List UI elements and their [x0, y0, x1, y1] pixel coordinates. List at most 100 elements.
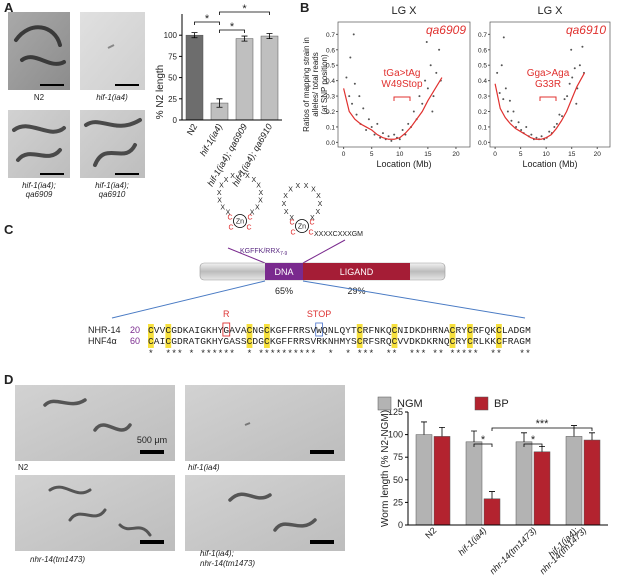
locus-bracket	[393, 96, 411, 101]
point	[508, 99, 511, 102]
point	[548, 130, 551, 133]
significance-bracket	[194, 21, 220, 25]
bar	[235, 38, 254, 121]
residue: X	[238, 172, 243, 179]
residue: X	[316, 193, 321, 200]
connector	[302, 239, 346, 264]
point	[352, 33, 355, 36]
locus-bracket	[539, 96, 557, 101]
residue: X	[289, 215, 294, 222]
motif: KGFFK/RRX7-9	[240, 248, 288, 257]
x-tick-label: hif-1(ia4)	[456, 525, 488, 557]
trend-line	[494, 72, 585, 140]
annotation: qa6910	[566, 23, 606, 37]
point	[348, 95, 351, 98]
point	[520, 129, 523, 132]
sequence-start: 20	[130, 325, 140, 335]
label: N2	[18, 463, 29, 472]
point	[421, 102, 424, 105]
point	[568, 82, 571, 85]
x-tick-label: nhr-14(tm1473)	[538, 525, 589, 576]
point	[510, 119, 513, 122]
bar	[515, 441, 533, 526]
micrograph	[15, 385, 175, 461]
point	[387, 135, 390, 138]
y-tick-label: 0.4	[478, 78, 487, 85]
panel-label: C	[4, 222, 14, 237]
residue: X	[258, 197, 263, 204]
plot-frame	[337, 21, 471, 148]
conserved-cysteine	[467, 324, 473, 348]
y-tick-label: 0.5	[326, 63, 335, 70]
mutation-label: G33R	[535, 79, 561, 90]
residue: X	[252, 177, 257, 184]
x-axis-label: Location (Mb)	[376, 159, 431, 169]
bar	[583, 439, 601, 526]
point	[353, 82, 356, 85]
x-tick-label: 20	[594, 151, 602, 158]
error-bar	[471, 430, 477, 442]
sequence-start: 60	[130, 336, 140, 346]
residue: X	[224, 177, 229, 184]
worm	[48, 485, 152, 537]
connector	[111, 280, 266, 319]
micrograph	[8, 12, 70, 90]
error-bar	[489, 491, 495, 499]
residue: X	[311, 187, 316, 194]
micrograph	[8, 110, 70, 178]
worm	[84, 118, 142, 167]
worm	[244, 422, 251, 426]
point	[418, 95, 421, 98]
chart-title: LG X	[537, 5, 563, 17]
x-tick-label: 10	[396, 151, 404, 158]
residue: X	[283, 193, 288, 200]
micrographs-d	[15, 385, 345, 551]
y-axis-label: (at SNP position)	[320, 54, 329, 115]
significance-label: *	[230, 21, 235, 33]
scale-bar	[310, 540, 334, 544]
bar	[433, 436, 451, 526]
mutation-label: Gga>Aga	[527, 68, 570, 79]
zinc-label: Zn	[298, 224, 306, 231]
residue: X	[296, 183, 301, 190]
error-bar	[571, 425, 577, 437]
chart-title: LG X	[391, 5, 417, 17]
label: nhr-14(tm1473)	[200, 559, 255, 568]
legend-label: NGM	[397, 398, 423, 410]
y-tick-label: 0.1	[326, 124, 335, 131]
cysteine: C	[308, 230, 313, 237]
y-tick-label: 0.2	[326, 109, 335, 116]
point	[496, 71, 499, 74]
residue: X	[310, 215, 315, 222]
point	[502, 98, 505, 101]
x-tick-label: 15	[568, 151, 576, 158]
point	[515, 125, 518, 128]
point	[581, 45, 584, 48]
motif-text: KGFFK/RRX	[240, 248, 280, 255]
residue: X	[318, 201, 323, 208]
x-tick-label: 5	[519, 151, 523, 158]
sequence-name: NHR-14	[88, 325, 121, 335]
x-tick-label: 15	[424, 151, 432, 158]
conserved-cysteine	[264, 324, 270, 348]
error-bar	[589, 432, 595, 441]
mutation-label: R	[223, 309, 230, 319]
scale-bar-label: 500 μm	[137, 435, 167, 445]
point	[498, 91, 501, 94]
bar	[415, 434, 433, 526]
cysteine: C	[246, 225, 251, 232]
point	[401, 129, 404, 132]
conserved-cysteine	[246, 324, 253, 348]
point	[358, 95, 361, 98]
conserved-cysteine	[148, 324, 154, 348]
point	[376, 122, 379, 125]
panel-label: A	[4, 0, 14, 15]
point	[578, 64, 581, 67]
cysteine: C	[247, 215, 252, 222]
residue: X	[304, 183, 309, 190]
y-tick-label: 75	[393, 452, 403, 462]
y-axis-label: Worm length (% N2-NGM)	[380, 410, 391, 527]
conserved-cysteine	[356, 324, 363, 348]
mutation-label: W49Stop	[381, 79, 423, 90]
label: hif-1(ia4);	[95, 181, 129, 190]
